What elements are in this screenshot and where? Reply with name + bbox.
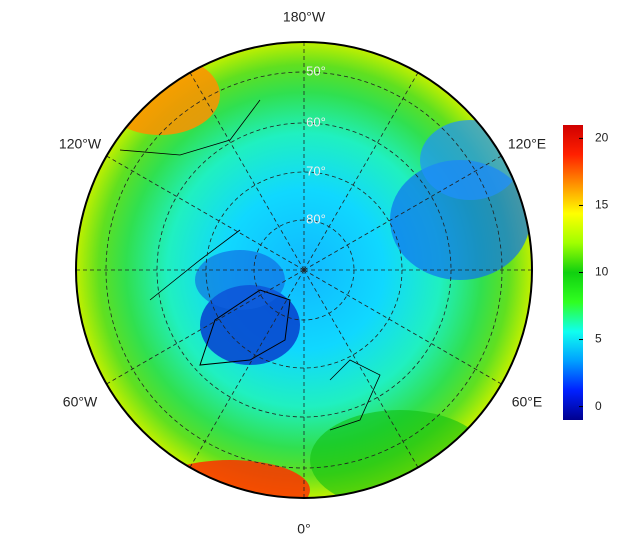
longitude-label: 120°E [508, 136, 546, 152]
colorbar-tick-label: 10 [595, 265, 609, 279]
colorbar-tick-label: 5 [595, 332, 602, 346]
map-border [75, 41, 533, 499]
longitude-label: 180°W [283, 9, 326, 25]
latitude-label: 70° [306, 163, 326, 178]
meridian [106, 155, 305, 271]
graticule [76, 42, 532, 498]
colorbar-tick-label: 15 [595, 198, 609, 212]
meridian [106, 269, 305, 385]
meridian [303, 72, 419, 271]
meridian [303, 155, 502, 271]
meridian [303, 269, 419, 468]
meridian [189, 269, 305, 468]
longitude-label: 120°W [59, 136, 102, 152]
latitude-label: 50° [306, 63, 326, 78]
latitude-label: 60° [306, 114, 326, 129]
colorbar [563, 125, 583, 420]
longitude-label: 60°W [63, 394, 98, 410]
meridian [303, 269, 502, 385]
latitude-label: 80° [306, 211, 326, 226]
colorbar-tick-label: 0 [595, 399, 602, 413]
meridian [189, 72, 305, 271]
longitude-label: 0° [297, 521, 310, 537]
longitude-label: 60°E [512, 394, 543, 410]
colorbar-tick-label: 20 [595, 131, 609, 145]
